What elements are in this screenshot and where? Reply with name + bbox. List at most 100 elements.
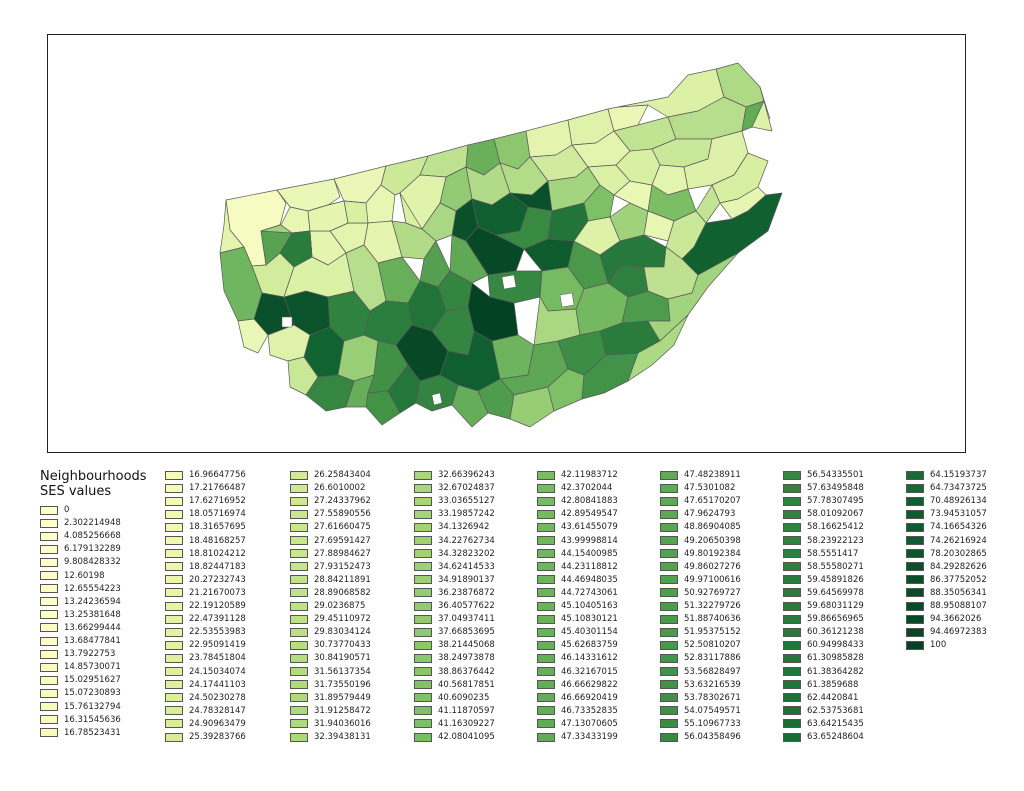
legend-label: 45.62683759 bbox=[561, 640, 618, 651]
legend-swatch bbox=[165, 522, 183, 532]
legend-label: 18.31657695 bbox=[189, 522, 246, 533]
legend-label: 49.97100616 bbox=[684, 574, 741, 585]
legend-swatch bbox=[290, 627, 308, 637]
legend-swatch bbox=[783, 483, 801, 493]
legend-label: 29.45110972 bbox=[314, 614, 371, 625]
legend-title: Neighbourhoods SES values bbox=[40, 469, 160, 499]
legend-swatch bbox=[165, 601, 183, 611]
legend-label: 49.20650398 bbox=[684, 535, 741, 546]
legend-swatch bbox=[537, 496, 555, 506]
legend-label: 62.4420841 bbox=[807, 692, 859, 703]
legend-label: 44.72743061 bbox=[561, 587, 618, 598]
legend-swatch bbox=[660, 653, 678, 663]
legend-swatch bbox=[537, 667, 555, 676]
legend-swatch bbox=[414, 667, 432, 676]
legend-swatch bbox=[40, 557, 58, 567]
legend-swatch bbox=[40, 728, 58, 738]
legend-entry: 25.39283766 bbox=[165, 731, 246, 743]
legend-entry: 34.91890137 bbox=[414, 574, 495, 586]
legend-swatch bbox=[165, 706, 183, 716]
legend-label: 13.7922753 bbox=[64, 649, 116, 660]
legend-swatch bbox=[783, 653, 801, 663]
legend-label: 47.33433199 bbox=[561, 732, 618, 742]
legend-label: 88.35056341 bbox=[930, 587, 987, 598]
legend-swatch bbox=[660, 588, 678, 598]
legend-swatch bbox=[165, 483, 183, 493]
legend-swatch bbox=[290, 470, 308, 480]
legend-swatch bbox=[414, 706, 432, 716]
legend-entry: 88.95088107 bbox=[906, 600, 987, 612]
legend-swatch bbox=[783, 588, 801, 598]
legend-entry: 13.25381648 bbox=[40, 609, 121, 621]
legend-entry: 70.48926134 bbox=[906, 495, 987, 507]
legend-entry: 0 bbox=[40, 504, 69, 516]
legend-swatch bbox=[290, 706, 308, 716]
legend-entry: 61.30985828 bbox=[783, 652, 864, 664]
legend-entry: 32.66396243 bbox=[414, 469, 495, 481]
legend-entry: 73.94531057 bbox=[906, 508, 987, 520]
legend-swatch bbox=[906, 601, 924, 611]
legend-entry: 31.73550196 bbox=[290, 679, 371, 691]
legend-entry: 12.65554223 bbox=[40, 583, 121, 595]
legend-title-line1: Neighbourhoods bbox=[40, 469, 147, 484]
legend-swatch bbox=[537, 640, 555, 650]
legend-swatch bbox=[537, 680, 555, 690]
legend-entry: 31.89579449 bbox=[290, 692, 371, 704]
legend-entry: 49.86027276 bbox=[660, 561, 741, 573]
legend-entry: 74.26216924 bbox=[906, 535, 987, 547]
legend-entry: 21.21670073 bbox=[165, 587, 246, 599]
legend-entry: 32.67024837 bbox=[414, 482, 495, 494]
legend-label: 4.085256668 bbox=[64, 531, 121, 542]
legend-entry: 51.88740636 bbox=[660, 613, 741, 625]
legend-entry: 34.1326942 bbox=[414, 521, 489, 533]
neighbourhood-polygon bbox=[509, 386, 555, 428]
legend-swatch bbox=[783, 549, 801, 559]
legend-entry: 43.61455079 bbox=[537, 521, 618, 533]
legend-label: 34.1326942 bbox=[438, 522, 490, 533]
lake-cutout bbox=[501, 274, 517, 290]
legend-label: 22.95091419 bbox=[189, 640, 246, 651]
legend-swatch bbox=[414, 549, 432, 559]
legend-entry: 13.68477841 bbox=[40, 635, 121, 647]
legend-label: 45.10830121 bbox=[561, 614, 618, 625]
legend-label: 47.48238911 bbox=[684, 470, 741, 480]
legend-swatch bbox=[165, 536, 183, 545]
legend-entry: 58.23922123 bbox=[783, 535, 864, 547]
legend-label: 48.86904085 bbox=[684, 522, 741, 533]
legend-entry: 41.16309227 bbox=[414, 718, 495, 730]
legend-label: 44.15400985 bbox=[561, 548, 618, 559]
legend-label: 24.78328147 bbox=[189, 705, 246, 716]
legend-swatch bbox=[906, 562, 924, 572]
legend-label: 33.03655127 bbox=[438, 496, 495, 507]
legend-swatch bbox=[783, 706, 801, 716]
legend-title-line2: SES values bbox=[40, 484, 112, 499]
legend-label: 32.39438131 bbox=[314, 732, 371, 742]
legend-label: 34.22762734 bbox=[438, 535, 495, 546]
legend-entry: 30.73770433 bbox=[290, 639, 371, 651]
legend-swatch bbox=[783, 667, 801, 676]
legend-swatch bbox=[906, 522, 924, 532]
legend-label: 61.3859688 bbox=[807, 679, 859, 690]
legend-label: 15.76132794 bbox=[64, 701, 121, 712]
legend-label: 70.48926134 bbox=[930, 496, 987, 507]
legend-swatch bbox=[165, 640, 183, 650]
legend-entry: 53.63216539 bbox=[660, 679, 741, 691]
legend-label: 88.95088107 bbox=[930, 601, 987, 611]
legend-label: 22.47391128 bbox=[189, 614, 246, 625]
legend-entry: 44.72743061 bbox=[537, 587, 618, 599]
legend-label: 100 bbox=[930, 640, 947, 651]
legend-entry: 34.32823202 bbox=[414, 548, 495, 560]
legend-swatch bbox=[40, 688, 58, 698]
legend-entry: 46.14331612 bbox=[537, 652, 618, 664]
legend-swatch bbox=[660, 562, 678, 572]
legend-swatch bbox=[165, 680, 183, 690]
legend-entry: 42.89549547 bbox=[537, 508, 618, 520]
legend-label: 42.3702044 bbox=[561, 483, 613, 494]
legend-swatch bbox=[660, 509, 678, 519]
legend-swatch bbox=[414, 601, 432, 611]
legend-swatch bbox=[165, 496, 183, 506]
legend-swatch bbox=[290, 536, 308, 545]
legend-entry: 46.66920419 bbox=[537, 692, 618, 704]
legend-swatch bbox=[537, 601, 555, 611]
legend-label: 45.10405163 bbox=[561, 601, 618, 611]
